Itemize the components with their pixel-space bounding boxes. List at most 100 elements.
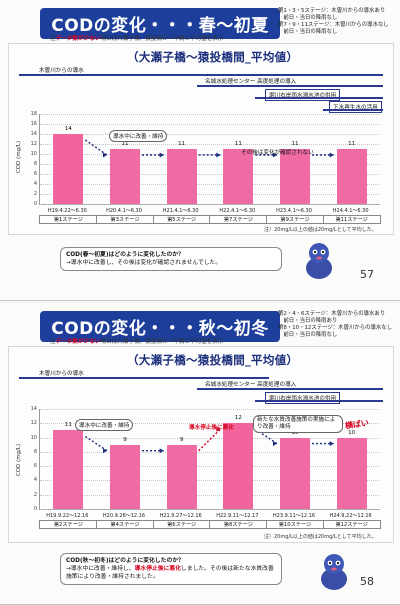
data-note: 注データ数が少ない場合は大瀬子橋、猿投橋の一年間の平均値を表示 bbox=[50, 34, 223, 42]
x-tick-label: H24.9.22～12.16 bbox=[329, 513, 372, 519]
y-tick-label: 2 bbox=[33, 191, 37, 197]
note-line: 前日・当日の降雨なし bbox=[278, 332, 338, 338]
qa-box: COD(秋～初冬)はどのように変化したのか？ →導水中に改善・維持し、導水停止後… bbox=[60, 553, 282, 585]
mascot-illustration bbox=[315, 551, 353, 591]
bar-value-label: 12 bbox=[234, 415, 242, 422]
gridline bbox=[40, 144, 380, 145]
stage-label: 第2ステージ bbox=[39, 520, 98, 529]
y-tick-label: 4 bbox=[33, 477, 37, 484]
hbar-reservoir bbox=[255, 97, 383, 99]
bar bbox=[166, 444, 197, 509]
y-tick-label: 6 bbox=[33, 463, 37, 470]
x-tick-label: H19.9.22～12.16 bbox=[46, 513, 89, 519]
bar bbox=[223, 149, 254, 204]
hbar-intake bbox=[19, 377, 269, 379]
hbar-reservoir bbox=[255, 400, 383, 402]
y-tick-label: 8 bbox=[33, 448, 37, 455]
hbar-intake bbox=[19, 74, 383, 76]
note-line: 前日・当日の降雨あり bbox=[278, 318, 338, 324]
hbar-treatment bbox=[197, 388, 383, 390]
hbar-reclaimed bbox=[323, 109, 383, 111]
plot-area: 18 16 14 12 10 8 6 4 2 0 14 11 11 11 11 11 bbox=[31, 111, 380, 207]
page-number: 58 bbox=[360, 575, 374, 588]
trend-arrow bbox=[84, 435, 108, 452]
y-tick-label: 0 bbox=[33, 201, 37, 207]
footnote: 注）20mg/L以上の値は20mg/Lとして平均した。 bbox=[264, 227, 377, 233]
annotation-improve: 導水中に改善・維持 bbox=[109, 130, 168, 142]
stage-label: 第10ステージ bbox=[266, 520, 324, 529]
stage-notes: 第1・3・5ステージ：木曽川からの導水あり 前日・当日の降雨なし 第7・9・11… bbox=[278, 8, 398, 36]
bar-value-label: 11 bbox=[178, 141, 186, 147]
gridline bbox=[40, 437, 380, 439]
stage-label: 第8ステージ bbox=[209, 520, 268, 529]
note-line: 第7・9・11ステージ：木曽川からの導水なし bbox=[278, 22, 389, 28]
y-tick-label: 18 bbox=[30, 111, 37, 117]
x-tick-label: H23.4.1～6.30 bbox=[276, 208, 312, 214]
y-tick-label: 12 bbox=[30, 420, 37, 427]
chart-area: （大瀬子橋～猿投橋間_平均値） 木曽川からの導水 名城水処理センター 高度処理の… bbox=[8, 346, 394, 543]
annotation-new-measures: 新たな水質改善施策の実施により改善・維持 bbox=[253, 415, 343, 433]
footnote: 注）20mg/L以上の値は20mg/Lとして平均した。 bbox=[264, 534, 377, 540]
trend-arrow bbox=[84, 139, 108, 156]
annotation-improve: 導水中に改善・維持 bbox=[75, 419, 134, 431]
answer-part: →導水中に改善・維持し、 bbox=[66, 566, 135, 572]
hbar-treatment bbox=[197, 85, 383, 87]
arrow-head bbox=[216, 426, 221, 432]
page-title: CODの変化・・・秋～初冬 bbox=[40, 311, 280, 342]
stage-notes: 第2・4・6ステージ：木曽川からの導水あり 前日・当日の降雨あり 第8・10・1… bbox=[278, 311, 398, 339]
gridline bbox=[40, 466, 380, 468]
bar bbox=[53, 430, 84, 509]
bar bbox=[223, 423, 254, 509]
page-58: CODの変化・・・秋～初冬 第2・4・6ステージ：木曽川からの導水あり 前日・当… bbox=[0, 303, 400, 605]
answer: →導水中に改善・維持し、導水停止後に悪化しました。その後は新たな水質改善施策によ… bbox=[66, 565, 276, 581]
stage-label: 第6ステージ bbox=[152, 520, 211, 529]
y-axis-label: COD (mg/L) bbox=[16, 443, 23, 477]
gridline bbox=[40, 451, 380, 453]
y-tick-label: 4 bbox=[33, 181, 37, 187]
arrow-head bbox=[329, 441, 334, 447]
stage-label: 第3ステージ bbox=[96, 215, 154, 224]
arrow-head bbox=[103, 448, 107, 454]
y-tick-label: 10 bbox=[30, 434, 37, 441]
answer-red-part: 導水停止後に悪化 bbox=[134, 566, 182, 572]
gridline bbox=[40, 164, 380, 165]
note-line: 第1・3・5ステージ：木曽川からの導水あり bbox=[278, 8, 386, 14]
y-tick-label: 10 bbox=[30, 151, 37, 157]
page-number: 57 bbox=[360, 268, 374, 281]
hbar-label-treatment: 名城水処理センター 高度処理の導入 bbox=[205, 382, 297, 388]
chart-area: （大瀬子橋～猿投橋間_平均値） 木曽川からの導水 名城水処理センター 高度処理の… bbox=[8, 43, 394, 235]
hbar-label-reclaimed: 下水再生水の活用 bbox=[329, 101, 382, 113]
trend-arrows bbox=[84, 139, 334, 158]
annotation-no-change: その後は変化が確認されない bbox=[241, 150, 314, 156]
gridline bbox=[40, 134, 380, 135]
note-rest-text: 場合は大瀬子橋、猿投橋の一年間の平均値を表示 bbox=[100, 339, 224, 345]
gridline bbox=[40, 204, 380, 205]
gridline bbox=[40, 114, 380, 115]
note-line: 第8・10・12ステージ：木曽川からの導水なし bbox=[278, 325, 393, 331]
x-tick-label: H20.9.28～12.16 bbox=[102, 513, 146, 519]
bar-value-label: 9 bbox=[179, 436, 184, 443]
note-rest-text: 場合は大瀬子橋、猿投橋の一年間の平均値を表示 bbox=[100, 36, 224, 42]
gridline bbox=[40, 509, 380, 510]
x-tick-label: H22.9.11～12.17 bbox=[216, 513, 259, 519]
page-title: CODの変化・・・春～初夏 bbox=[40, 8, 280, 39]
gridline bbox=[40, 124, 380, 125]
gridline bbox=[40, 184, 380, 185]
hbar-label-intake: 木曽川からの導水 bbox=[39, 371, 84, 377]
x-tick-label: H21.4.1～6.30 bbox=[162, 208, 199, 214]
arrow-head bbox=[159, 152, 164, 158]
y-axis-label: COD (mg/L) bbox=[16, 140, 23, 174]
bar bbox=[110, 444, 140, 509]
bar bbox=[53, 134, 84, 204]
stage-label: 第12ステージ bbox=[322, 520, 381, 529]
arrow-head bbox=[159, 448, 164, 454]
hbar-label-reservoir: 堀川右岸雨水滞水池の供用 bbox=[265, 392, 341, 404]
hbar-label-treatment: 名城水処理センター 高度処理の導入 bbox=[205, 79, 297, 85]
chart-title: （大瀬子橋～猿投橋間_平均値） bbox=[127, 353, 299, 367]
note-red-text: データ数が少ない bbox=[55, 339, 101, 345]
bar bbox=[336, 437, 367, 509]
arrow-head bbox=[273, 441, 277, 447]
annotation-worsen: 導水停止後に悪化 bbox=[189, 425, 234, 431]
stage-label: 第5ステージ bbox=[152, 215, 211, 224]
chart-title: （大瀬子橋～猿投橋間_平均値） bbox=[127, 50, 299, 64]
